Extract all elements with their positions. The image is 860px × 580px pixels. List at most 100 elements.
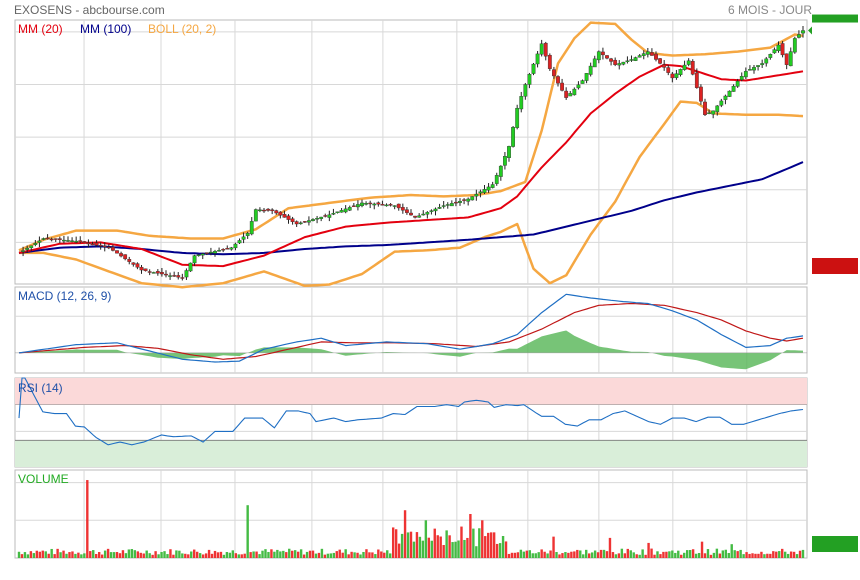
candle-body bbox=[233, 243, 238, 249]
volume-bar bbox=[71, 551, 74, 558]
volume-bar bbox=[160, 551, 163, 558]
candle-body bbox=[400, 207, 405, 211]
volume-bar bbox=[103, 550, 107, 558]
volume-bar bbox=[178, 550, 181, 558]
candle-body bbox=[797, 34, 801, 38]
volume-bar bbox=[216, 552, 220, 558]
volume-bar bbox=[204, 553, 208, 558]
volume-bar bbox=[801, 549, 805, 558]
candle-body bbox=[274, 210, 279, 214]
candle-body bbox=[413, 215, 417, 218]
candle-body bbox=[331, 213, 336, 215]
volume-bar bbox=[115, 552, 119, 558]
candle-body bbox=[368, 202, 373, 205]
candle-body bbox=[596, 51, 601, 61]
volume-bar bbox=[112, 552, 116, 558]
volume-bar bbox=[26, 554, 30, 558]
candle-body bbox=[106, 246, 111, 249]
candle-body bbox=[102, 245, 107, 248]
candle-body bbox=[131, 262, 136, 265]
volume-bar bbox=[17, 551, 21, 558]
volume-bar bbox=[451, 542, 454, 558]
volume-bar bbox=[285, 552, 288, 558]
volume-bar bbox=[792, 551, 796, 558]
volume-bar bbox=[783, 551, 787, 558]
mm100-line bbox=[18, 161, 804, 256]
candle-body bbox=[629, 59, 634, 61]
macd-title: MACD (12, 26, 9) bbox=[18, 289, 111, 303]
candle-body bbox=[694, 72, 699, 88]
volume-bar bbox=[561, 553, 564, 558]
volume-bar bbox=[365, 549, 368, 558]
candle-body bbox=[90, 243, 95, 246]
volume-bar bbox=[323, 554, 327, 558]
volume-bar bbox=[32, 553, 36, 558]
volume-bar bbox=[121, 550, 125, 558]
volume-bar bbox=[332, 552, 335, 558]
volume-bar bbox=[430, 540, 433, 558]
volume-bar bbox=[427, 537, 431, 558]
candle-body bbox=[662, 64, 667, 68]
volume-panel bbox=[17, 480, 805, 558]
candle-body bbox=[351, 205, 356, 207]
candle-body bbox=[372, 203, 377, 206]
volume-bar bbox=[394, 529, 398, 558]
volume-bar bbox=[249, 552, 252, 558]
volume-bar bbox=[504, 541, 508, 558]
volume-bar bbox=[596, 552, 600, 558]
candle-body bbox=[539, 43, 544, 55]
candle-body bbox=[613, 59, 618, 65]
candle-body bbox=[364, 203, 368, 205]
volume-bar bbox=[602, 549, 606, 558]
candle-body bbox=[535, 53, 540, 65]
volume-bar bbox=[439, 536, 442, 558]
volume-bar bbox=[302, 554, 306, 558]
volume-bar bbox=[276, 549, 279, 558]
volume-bar bbox=[166, 554, 169, 558]
volume-bar bbox=[148, 553, 151, 558]
candle-body bbox=[568, 93, 573, 97]
volume-bar bbox=[326, 553, 330, 558]
volume-bar bbox=[139, 552, 142, 558]
candle-body bbox=[592, 58, 597, 68]
candle-body bbox=[111, 247, 115, 251]
candle-body bbox=[470, 196, 475, 201]
candle-body bbox=[760, 63, 765, 66]
volume-bar bbox=[207, 549, 211, 558]
candle-body bbox=[123, 254, 128, 260]
candle-body bbox=[454, 201, 458, 204]
volume-bar bbox=[611, 552, 615, 558]
candle-body bbox=[735, 80, 740, 87]
volume-bar bbox=[582, 554, 585, 558]
volume-bar bbox=[23, 552, 27, 558]
candle-body bbox=[588, 65, 593, 75]
panel-frames bbox=[14, 19, 808, 559]
candle-body bbox=[221, 249, 226, 251]
volume-bar bbox=[665, 551, 668, 558]
candle-body bbox=[682, 64, 687, 70]
candle-body bbox=[135, 263, 140, 268]
volume-bar bbox=[353, 552, 356, 558]
volume-bar bbox=[528, 550, 531, 558]
candle-body bbox=[41, 238, 46, 240]
volume-bar bbox=[620, 548, 624, 558]
volume-bar bbox=[291, 550, 294, 558]
volume-bar bbox=[587, 553, 591, 558]
legend-item: BOLL (20, 2) bbox=[148, 22, 216, 36]
candle-body bbox=[678, 69, 683, 75]
volume-bar bbox=[362, 551, 365, 558]
volume-bar bbox=[501, 536, 505, 558]
candle-body bbox=[482, 189, 487, 193]
candle-body bbox=[576, 84, 581, 89]
volume-bar bbox=[623, 553, 627, 558]
volume-bar bbox=[299, 549, 303, 558]
volume-bar bbox=[86, 480, 89, 558]
candle-body bbox=[768, 54, 773, 58]
volume-bar bbox=[222, 554, 226, 558]
candle-body bbox=[776, 44, 781, 52]
candle-body bbox=[147, 271, 152, 273]
volume-bar bbox=[579, 550, 582, 558]
volume-bar bbox=[338, 549, 341, 558]
volume-bar bbox=[95, 554, 98, 558]
volume-bar bbox=[264, 549, 267, 558]
